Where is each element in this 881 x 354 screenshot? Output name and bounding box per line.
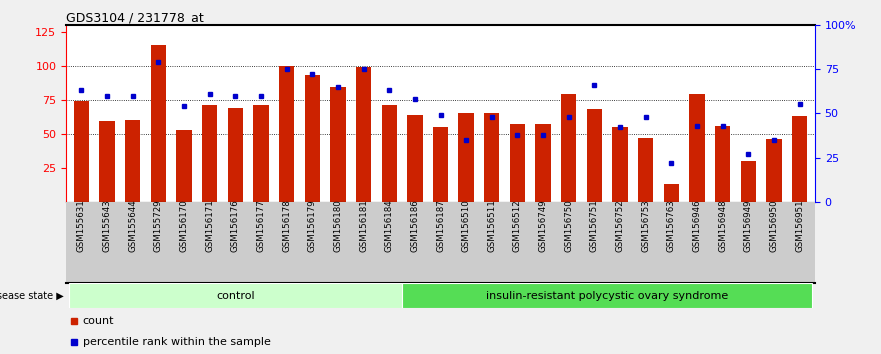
Text: GDS3104 / 231778_at: GDS3104 / 231778_at — [66, 11, 204, 24]
Bar — [766, 139, 781, 202]
Bar — [510, 124, 525, 202]
Text: count: count — [83, 316, 114, 326]
Bar — [484, 113, 500, 202]
Bar — [689, 94, 705, 202]
Bar — [536, 124, 551, 202]
Bar — [638, 138, 654, 202]
Bar — [74, 101, 89, 202]
Text: control: control — [216, 291, 255, 301]
Bar — [612, 127, 627, 202]
Text: percentile rank within the sample: percentile rank within the sample — [83, 337, 270, 348]
Bar — [305, 75, 320, 202]
Text: disease state ▶: disease state ▶ — [0, 291, 64, 301]
Bar — [125, 120, 140, 202]
Bar — [227, 108, 243, 202]
Bar — [176, 130, 192, 202]
Bar — [69, 283, 402, 308]
Bar — [663, 184, 679, 202]
Bar — [381, 105, 397, 202]
Bar — [587, 109, 602, 202]
Bar — [151, 45, 167, 202]
Bar — [330, 87, 345, 202]
Bar — [741, 161, 756, 202]
Bar — [458, 113, 474, 202]
Bar — [279, 65, 294, 202]
Bar — [402, 283, 812, 308]
Text: insulin-resistant polycystic ovary syndrome: insulin-resistant polycystic ovary syndr… — [486, 291, 729, 301]
Bar — [100, 121, 115, 202]
Bar — [407, 115, 423, 202]
Bar — [202, 105, 218, 202]
Bar — [792, 116, 807, 202]
Bar — [356, 67, 371, 202]
Bar — [433, 127, 448, 202]
Bar — [714, 126, 730, 202]
Bar — [254, 105, 269, 202]
Bar — [561, 94, 576, 202]
